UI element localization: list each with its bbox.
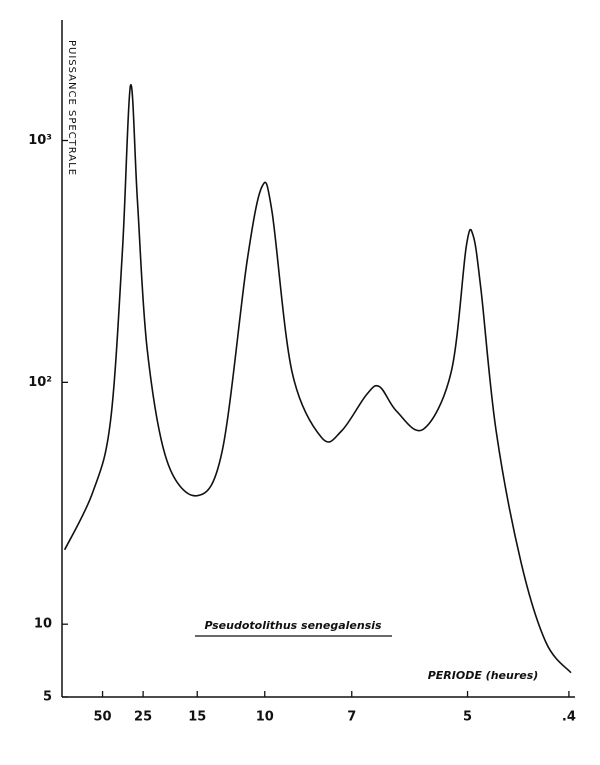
spectrum-line [63, 84, 572, 674]
x-axis-title: PERIODE (heures) [428, 669, 539, 682]
x-tick-label: 7 [347, 710, 356, 725]
y-tick-label: 10 [34, 617, 52, 632]
x-tick-label: 15 [188, 710, 206, 725]
y-tick-label: 10³ [28, 133, 52, 148]
x-tick-label: .4 [562, 710, 576, 725]
x-tick-label: 5 [463, 710, 472, 725]
annotation: Pseudotolithus senegalensis [204, 619, 382, 632]
y-tick-label: 10² [28, 375, 52, 390]
x-tick-label: 50 [94, 710, 112, 725]
y-axis-title: PUISSANCE SPECTRALE [66, 40, 77, 176]
y-tick-label: 5 [43, 690, 52, 705]
x-tick-label: 10 [256, 710, 274, 725]
x-tick-label: 25 [134, 710, 152, 725]
